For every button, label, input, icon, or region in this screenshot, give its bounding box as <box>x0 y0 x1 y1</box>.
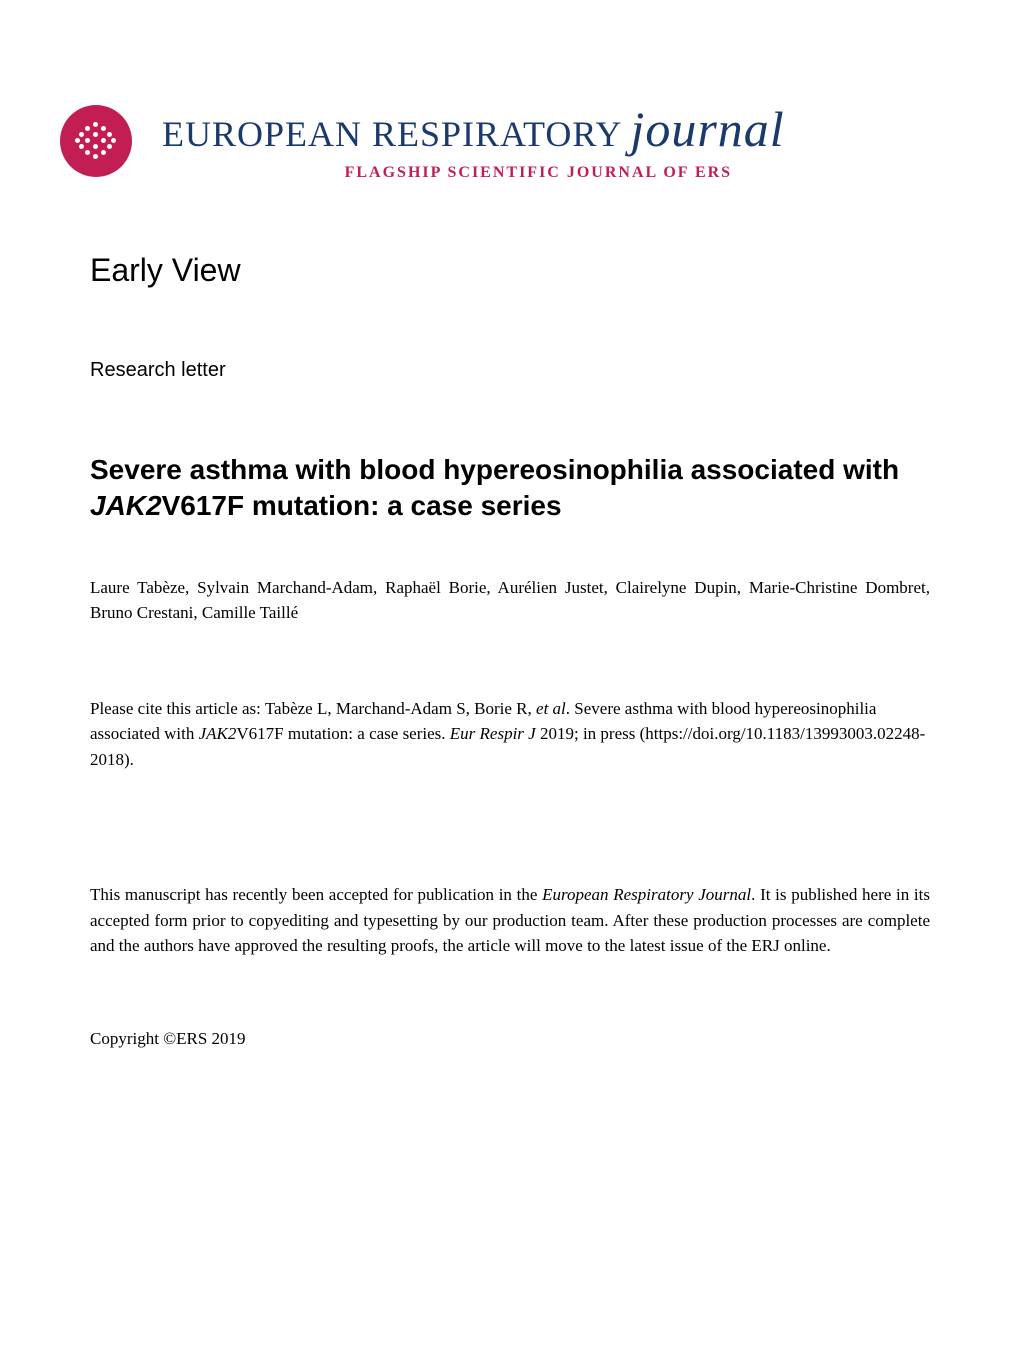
journal-title-block: EUROPEAN RESPIRATORY journal FLAGSHIP SC… <box>162 100 785 182</box>
article-type: Research letter <box>90 359 930 382</box>
article-title: Severe asthma with blood hypereosinophil… <box>90 452 930 525</box>
disclaimer-journal: European Respiratory Journal <box>542 885 751 904</box>
journal-title-main: EUROPEAN RESPIRATORY <box>162 113 622 155</box>
article-title-italic: JAK2 <box>90 490 162 521</box>
article-title-part1: Severe asthma with blood hypereosinophil… <box>90 454 899 485</box>
citation-jak2: JAK2 <box>199 724 237 743</box>
authors-list: Laure Tabèze, Sylvain Marchand-Adam, Rap… <box>90 575 930 626</box>
copyright-text: Copyright ©ERS 2019 <box>90 1029 930 1049</box>
citation-text: Please cite this article as: Tabèze L, M… <box>90 696 930 773</box>
journal-subtitle: FLAGSHIP SCIENTIFIC JOURNAL OF ERS <box>292 164 785 182</box>
citation-etal: et al <box>536 699 566 718</box>
article-title-part2: V617F mutation: a case series <box>162 490 562 521</box>
journal-title-italic: journal <box>630 100 784 158</box>
disclaimer-text: This manuscript has recently been accept… <box>90 882 930 959</box>
citation-middle2: V617F mutation: a case series. <box>236 724 449 743</box>
journal-header: EUROPEAN RESPIRATORY journal FLAGSHIP SC… <box>60 100 930 182</box>
ers-logo-icon <box>60 105 132 177</box>
citation-prefix: Please cite this article as: Tabèze L, M… <box>90 699 536 718</box>
early-view-heading: Early View <box>90 252 930 289</box>
journal-title: EUROPEAN RESPIRATORY journal <box>162 100 785 158</box>
citation-journal: Eur Respir J <box>450 724 536 743</box>
disclaimer-part1: This manuscript has recently been accept… <box>90 885 542 904</box>
